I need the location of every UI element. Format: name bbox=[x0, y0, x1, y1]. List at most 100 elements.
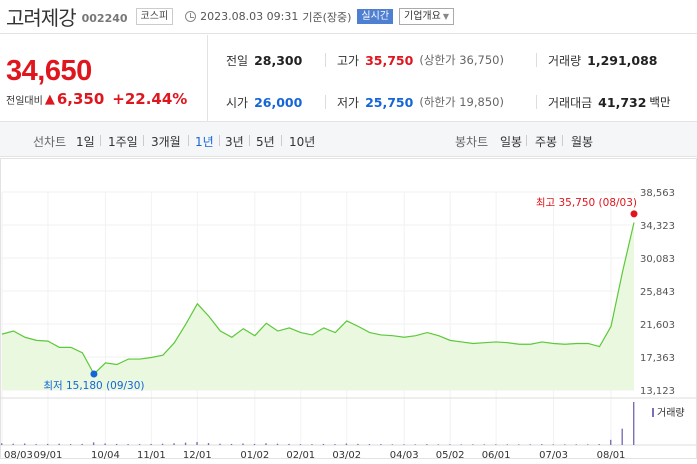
stats-panel: 전일 28,300 고가 35,750 (상한가 36,750) 거래량 1,2… bbox=[209, 35, 697, 121]
change-percent: +22.44% bbox=[112, 90, 188, 108]
period-1d[interactable]: 1일 bbox=[76, 135, 95, 149]
period-1w[interactable]: 1주일 bbox=[108, 135, 138, 149]
price-chart[interactable]: 38,563 34,323 30,083 25,843 21,603 17,363 13,1… bbox=[0, 158, 697, 464]
period-3m[interactable]: 3개월 bbox=[151, 135, 181, 149]
x-tick-label: 04/03 bbox=[390, 450, 419, 461]
volume-bar bbox=[334, 444, 336, 445]
x-tick-label: 09/01 bbox=[34, 450, 63, 461]
volume-bar bbox=[173, 443, 175, 445]
volume-bar bbox=[92, 442, 95, 445]
stat-label: 저가 bbox=[337, 95, 360, 110]
stock-code: 002240 bbox=[81, 12, 128, 25]
volume-bar bbox=[184, 442, 187, 445]
market-badge: 코스피 bbox=[135, 8, 174, 25]
volume-bar bbox=[575, 444, 577, 445]
realtime-button[interactable]: 실시간 bbox=[357, 9, 394, 24]
x-tick-label: 06/01 bbox=[482, 450, 511, 461]
volume-bar bbox=[414, 444, 417, 445]
volume-bar bbox=[299, 444, 302, 445]
volume-bar bbox=[598, 444, 600, 445]
timestamp: 2023.08.03 09:31 bbox=[200, 10, 299, 23]
volume-bar bbox=[437, 444, 440, 445]
candle-daily[interactable]: 일봉 bbox=[500, 135, 523, 149]
volume-bar bbox=[207, 443, 210, 445]
y-tick-label: 34,323 bbox=[640, 221, 675, 232]
stat-value: 35,750 bbox=[365, 52, 414, 68]
min-marker bbox=[90, 370, 98, 378]
volume-bar bbox=[633, 402, 635, 445]
stat-unit: 백만 bbox=[649, 95, 671, 109]
divider bbox=[143, 135, 144, 146]
timestamp-basis: 기준(장중) bbox=[302, 10, 352, 24]
price-panel: 34,650 전일대비 ▲ 6,350 +22.44% bbox=[0, 35, 208, 121]
period-3y[interactable]: 3년 bbox=[225, 135, 244, 149]
y-tick-label: 25,843 bbox=[640, 287, 675, 298]
x-tick-label: 10/04 bbox=[91, 450, 120, 461]
stat-volume: 거래량 1,291,088 bbox=[548, 50, 658, 70]
stock-header: 고려제강 002240 코스피 2023.08.03 09:31 기준(장중) … bbox=[0, 0, 697, 34]
x-tick-label: 08/01 bbox=[597, 450, 626, 461]
volume-bar bbox=[564, 444, 566, 445]
chevron-down-icon: ▼ bbox=[442, 12, 449, 21]
divider bbox=[188, 135, 189, 146]
volume-bar bbox=[23, 443, 26, 445]
max-label: 최고 35,750 (08/03) bbox=[536, 197, 637, 209]
volume-bar bbox=[610, 439, 612, 445]
volume-bar bbox=[345, 443, 348, 445]
stat-value: 26,000 bbox=[254, 94, 303, 110]
divider bbox=[536, 53, 537, 67]
stat-value: 1,291,088 bbox=[587, 52, 658, 68]
volume-bar bbox=[288, 443, 290, 445]
volume-bar bbox=[230, 443, 233, 445]
max-marker bbox=[630, 210, 638, 218]
y-tick-label: 38,563 bbox=[640, 188, 675, 199]
candle-monthly[interactable]: 월봉 bbox=[571, 135, 594, 149]
volume-bar bbox=[138, 444, 141, 445]
volume-bar bbox=[449, 444, 451, 445]
stat-label: 거래대금 bbox=[548, 95, 593, 110]
price-chart-svg: 38,563 34,323 30,083 25,843 21,603 17,363 13,1… bbox=[0, 158, 697, 461]
change-value: 6,350 bbox=[56, 90, 105, 108]
period-10y[interactable]: 10년 bbox=[289, 135, 316, 149]
volume-legend-icon bbox=[652, 408, 654, 417]
y-tick-label: 30,083 bbox=[640, 254, 675, 265]
price-area bbox=[2, 222, 634, 390]
period-1y[interactable]: 1년 bbox=[195, 135, 214, 149]
volume-bar bbox=[403, 444, 405, 445]
stat-label: 고가 bbox=[337, 53, 360, 68]
company-info-label: 기업개요 bbox=[404, 11, 441, 22]
divider bbox=[325, 95, 326, 109]
period-5y[interactable]: 5년 bbox=[256, 135, 275, 149]
divider bbox=[219, 135, 220, 146]
volume-bar bbox=[483, 444, 486, 445]
stat-high: 고가 35,750 (상한가 36,750) bbox=[337, 50, 504, 70]
company-info-dropdown[interactable]: 기업개요 ▼ bbox=[399, 8, 454, 25]
clock-icon bbox=[185, 11, 197, 22]
stat-value: 28,300 bbox=[254, 52, 303, 68]
x-tick-label: 11/01 bbox=[137, 450, 166, 461]
volume-bar bbox=[150, 443, 152, 445]
y-tick-label: 17,363 bbox=[640, 353, 675, 364]
volume-legend: 거래량 bbox=[657, 407, 685, 419]
divider bbox=[100, 135, 101, 146]
stat-label: 전일 bbox=[226, 53, 249, 68]
divider bbox=[526, 135, 527, 146]
y-tick-label: 13,123 bbox=[640, 386, 675, 397]
divider bbox=[281, 135, 282, 146]
volume-bar bbox=[391, 444, 394, 445]
volume-bar bbox=[552, 444, 554, 445]
volume-bar bbox=[357, 443, 359, 445]
divider bbox=[249, 135, 250, 146]
volume-bar bbox=[380, 444, 382, 445]
x-tick-label: 01/02 bbox=[240, 450, 269, 461]
stat-prev-close: 전일 28,300 bbox=[226, 50, 302, 70]
stat-value: 41,732 bbox=[598, 94, 647, 110]
change-label: 전일대비 bbox=[6, 95, 43, 107]
volume-bar bbox=[69, 444, 72, 445]
x-tick-label: 12/01 bbox=[183, 450, 212, 461]
candle-weekly[interactable]: 주봉 bbox=[535, 135, 558, 149]
up-arrow-icon: ▲ bbox=[44, 91, 55, 107]
volume-bar bbox=[276, 443, 279, 445]
volume-bar bbox=[127, 444, 129, 445]
volume-bar bbox=[58, 443, 60, 445]
